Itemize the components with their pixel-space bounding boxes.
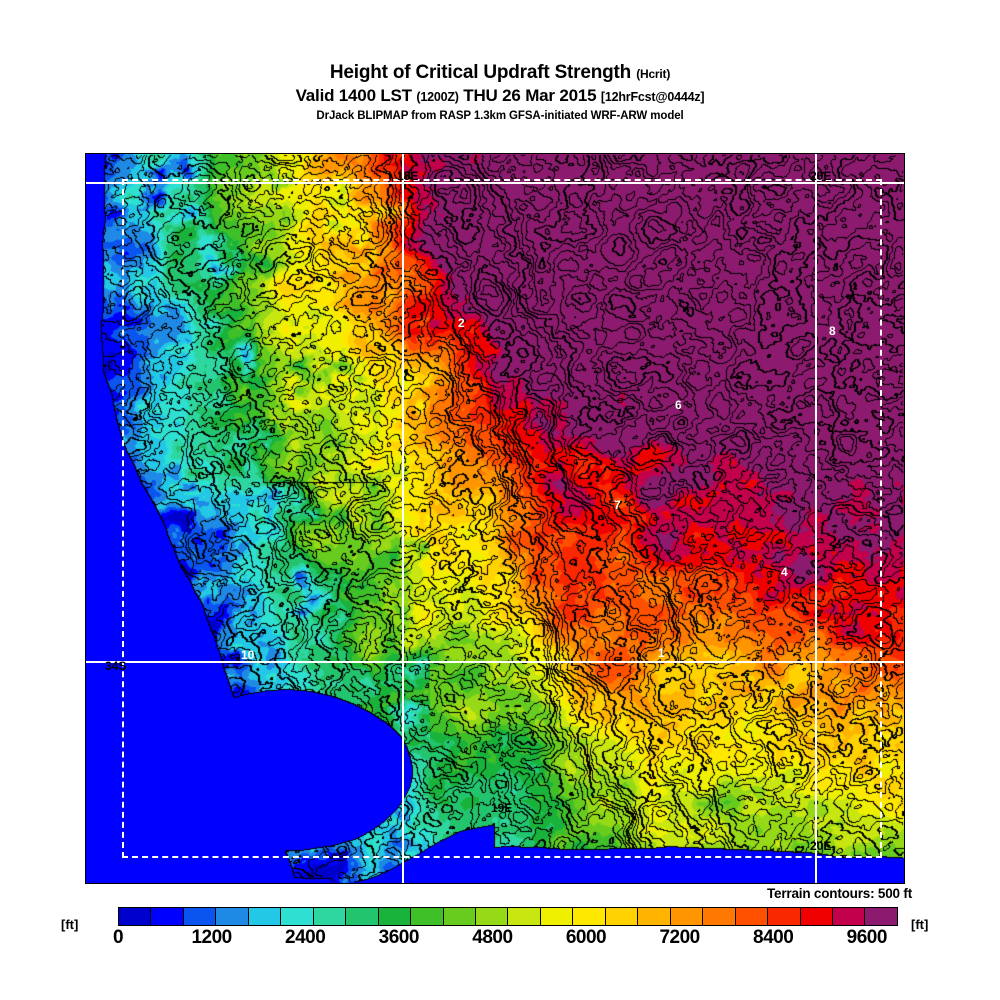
- region-8: 8: [829, 324, 836, 338]
- colorbar-swatch-9: [411, 908, 444, 925]
- valid-time-line: Valid 1400 LST (1200Z) THU 26 Mar 2015 […: [0, 85, 1000, 108]
- colorbar-swatch-17: [670, 908, 704, 925]
- region-2: 2: [458, 316, 465, 330]
- colorbar-swatch-14: [573, 908, 606, 925]
- colorbar-swatch-0: [119, 908, 152, 925]
- page-title: Height of Critical Updraft Strength (Hcr…: [0, 62, 1000, 85]
- colorbar-swatch-3: [216, 908, 249, 925]
- valid-utc-text: (1200Z): [416, 90, 459, 104]
- model-source-line: DrJack BLIPMAP from RASP 1.3km GFSA-init…: [316, 110, 684, 122]
- map-raster-canvas: [86, 154, 904, 883]
- colorbar: [ft] [ft] 0 1200 2400 3600 4800 6000 7200 8400 9…: [55, 903, 955, 955]
- colorbar-swatch-21: [800, 908, 833, 925]
- colorbar-swatch-2: [183, 908, 217, 925]
- forecast-hour-text: [12hrFcst@0444z]: [600, 90, 705, 104]
- colorbar-tick-4800: 4800: [472, 927, 513, 948]
- graticule-meridian-1: [815, 154, 817, 883]
- colorbar-swatch-13: [540, 908, 574, 925]
- region-6: 6: [675, 398, 682, 412]
- colorbar-tick-0: 0: [112, 927, 124, 948]
- lon-20e-top: 20E: [810, 169, 832, 183]
- forecast-domain-box: [122, 179, 882, 858]
- colorbar-tick-7200: 7200: [659, 927, 700, 948]
- graticule-parallel-1: [86, 661, 904, 663]
- colorbar-tick-labels: 0 1200 2400 3600 4800 6000 7200 8400 9600: [113, 927, 898, 951]
- region-10: 10: [241, 648, 255, 662]
- forecast-map[interactable]: 18E20E20E34S34S1026847119E: [85, 153, 905, 884]
- colorbar-swatch-1: [151, 908, 184, 925]
- lat-34s-left: 34S: [105, 659, 127, 673]
- graticule-meridian-0: [402, 154, 404, 883]
- region-19e: 19E: [491, 801, 513, 815]
- colorbar-tick-3600: 3600: [378, 927, 420, 948]
- region-7: 7: [614, 498, 621, 512]
- colorbar-swatch-5: [281, 908, 314, 925]
- colorbar-tick-9600: 9600: [846, 927, 888, 948]
- terrain-contour-note: Terrain contours: 500 ft: [767, 886, 912, 901]
- colorbar-swatch-18: [703, 908, 736, 925]
- valid-lst-text: Valid 1400 LST: [295, 86, 412, 105]
- title-block: Height of Critical Updraft Strength (Hcr…: [0, 62, 1000, 124]
- colorbar-swatch-16: [638, 908, 671, 925]
- colorbar-swatch-12: [508, 908, 541, 925]
- colorbar-swatch-10: [443, 908, 476, 925]
- colorbar-swatch-7: [346, 908, 379, 925]
- lon-18e-top: 18E: [397, 169, 419, 183]
- colorbar-tick-2400: 2400: [285, 927, 326, 948]
- colorbar-swatch-23: [865, 908, 897, 925]
- region-1: 1: [658, 646, 665, 660]
- region-4: 4: [781, 565, 788, 579]
- lon-20e-bottom: 20E: [810, 839, 832, 853]
- colorbar-swatch-19: [735, 908, 769, 925]
- colorbar-swatch-6: [313, 908, 347, 925]
- colorbar-swatch-8: [378, 908, 412, 925]
- title-param-text: (Hcrit): [636, 67, 671, 81]
- colorbar-tick-1200: 1200: [191, 927, 232, 948]
- colorbar-swatch-20: [768, 908, 801, 925]
- colorbar-swatch-15: [605, 908, 639, 925]
- colorbar-unit-right: [ft]: [911, 917, 929, 932]
- colorbar-swatch-11: [475, 908, 509, 925]
- colorbar-tick-8400: 8400: [753, 927, 794, 948]
- graticule-parallel-0: [86, 182, 904, 184]
- colorbar-unit-left: [ft]: [61, 917, 79, 932]
- title-main-text: Height of Critical Updraft Strength: [329, 62, 632, 83]
- valid-date-text: THU 26 Mar 2015: [463, 86, 597, 105]
- colorbar-swatch-22: [832, 908, 866, 925]
- colorbar-swatch-4: [248, 908, 282, 925]
- colorbar-swatches: [118, 907, 898, 926]
- colorbar-tick-6000: 6000: [565, 927, 607, 948]
